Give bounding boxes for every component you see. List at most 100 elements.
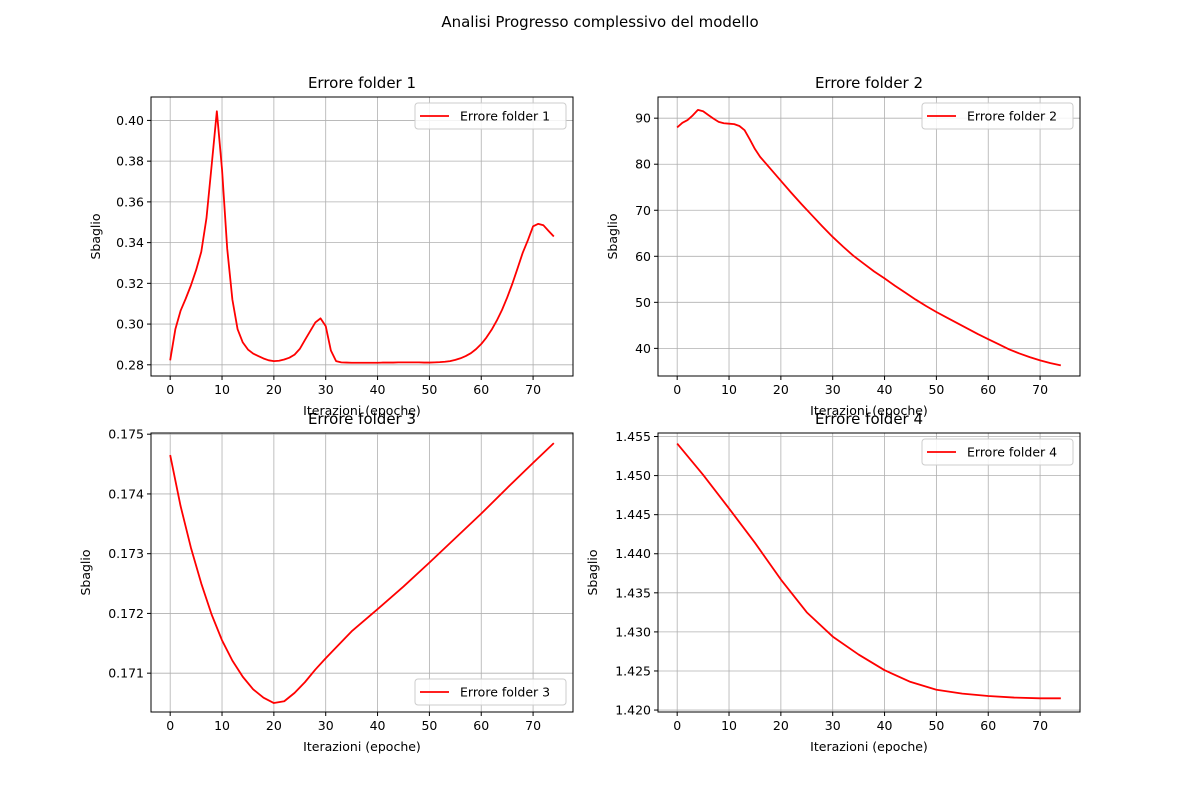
- y-axis-label: Sbaglio: [78, 549, 93, 595]
- x-tick-label: 10: [721, 382, 737, 397]
- x-tick-label: 20: [266, 382, 282, 397]
- legend-label: Errore folder 1: [460, 109, 550, 124]
- x-tick-label: 50: [928, 718, 944, 733]
- subplots: 0 10 20 30 40 50 60 70 0.28 0.30 0.32 0.34 0.36 0.38 0…: [78, 74, 1081, 754]
- x-tick-label: 20: [773, 718, 789, 733]
- y-tick-label: 1.435: [615, 585, 651, 600]
- x-tick-label: 70: [525, 382, 541, 397]
- y-tick-label: 1.425: [615, 663, 651, 678]
- x-tick-label: 60: [473, 382, 489, 397]
- x-tick-label: 0: [673, 382, 681, 397]
- subplot-title: Errore folder 3: [308, 410, 416, 428]
- y-tick-label: 0.28: [116, 357, 144, 372]
- x-tick-label: 70: [1032, 718, 1048, 733]
- x-tick-label: 40: [877, 382, 893, 397]
- y-tick-label: 1.430: [615, 624, 651, 639]
- x-tick-label: 50: [421, 718, 437, 733]
- subplot-title: Errore folder 4: [815, 410, 923, 428]
- y-tick-label: 90: [635, 111, 651, 126]
- x-tick-label: 40: [370, 718, 386, 733]
- y-tick-label: 0.40: [116, 113, 144, 128]
- x-tick-label: 60: [473, 718, 489, 733]
- legend-label: Errore folder 2: [967, 109, 1057, 124]
- y-tick-label: 40: [635, 341, 651, 356]
- x-tick-label: 30: [825, 718, 841, 733]
- axes-frame: [657, 432, 1081, 713]
- x-tick-label: 30: [318, 382, 334, 397]
- subplot-2: 0 10 20 30 40 50 60 70 40 50 60 70 80 90 Errore folder…: [605, 74, 1081, 418]
- legend: Errore folder 2: [921, 102, 1074, 130]
- y-tick-label: 0.32: [116, 276, 144, 291]
- legend: Errore folder 4: [921, 438, 1074, 466]
- x-tick-label: 20: [773, 382, 789, 397]
- legend-box: [414, 678, 567, 706]
- figure-suptitle: Analisi Progresso complessivo del modell…: [441, 13, 758, 31]
- x-axis-label: Iterazioni (epoche): [810, 403, 928, 418]
- legend-box: [921, 102, 1074, 130]
- x-tick-label: 50: [928, 382, 944, 397]
- axes-frame: [150, 96, 574, 377]
- x-tick-label: 70: [525, 718, 541, 733]
- x-tick-label: 60: [980, 382, 996, 397]
- plot-area: [658, 433, 1080, 712]
- series-line-1: [676, 108, 1062, 367]
- y-tick-label: 0.36: [116, 194, 144, 209]
- y-tick-label: 80: [635, 157, 651, 172]
- series-line-1: [169, 110, 555, 364]
- y-tick-label: 0.175: [108, 427, 144, 442]
- x-tick-label: 70: [1032, 382, 1048, 397]
- y-tick-label: 1.445: [615, 507, 651, 522]
- plot-area: [658, 97, 1080, 376]
- y-tick-label: 1.455: [615, 429, 651, 444]
- y-axis-label: Sbaglio: [605, 213, 620, 259]
- series-line-1: [169, 442, 555, 704]
- y-tick-label: 0.172: [108, 606, 144, 621]
- x-axis-label: Iterazioni (epoche): [303, 403, 421, 418]
- y-tick-label: 50: [635, 295, 651, 310]
- x-tick-label: 0: [166, 718, 174, 733]
- y-axis-label: Sbaglio: [88, 213, 103, 259]
- legend-box: [921, 438, 1074, 466]
- y-axis-label: Sbaglio: [585, 549, 600, 595]
- x-axis-label: Iterazioni (epoche): [810, 739, 928, 754]
- x-tick-label: 50: [421, 382, 437, 397]
- x-tick-label: 60: [980, 718, 996, 733]
- y-tick-label: 0.30: [116, 317, 144, 332]
- x-axis-label: Iterazioni (epoche): [303, 739, 421, 754]
- legend-label: Errore folder 3: [460, 685, 550, 700]
- subplot-title: Errore folder 1: [308, 74, 416, 92]
- plot-area: [151, 97, 573, 376]
- y-tick-label: 0.171: [108, 666, 144, 681]
- x-tick-label: 20: [266, 718, 282, 733]
- y-tick-label: 70: [635, 203, 651, 218]
- x-tick-label: 10: [214, 718, 230, 733]
- axes-frame: [150, 432, 574, 713]
- subplot-title: Errore folder 2: [815, 74, 923, 92]
- subplot-3: 0 10 20 30 40 50 60 70 0.171 0.172 0.173 0.174 0.175…: [78, 410, 574, 754]
- x-tick-label: 0: [166, 382, 174, 397]
- legend: Errore folder 3: [414, 678, 567, 706]
- axes-frame: [657, 96, 1081, 377]
- legend-box: [414, 102, 567, 130]
- subplot-1: 0 10 20 30 40 50 60 70 0.28 0.30 0.32 0.34 0.36 0.38 0…: [88, 74, 574, 418]
- y-tick-label: 1.450: [615, 468, 651, 483]
- legend: Errore folder 1: [414, 102, 567, 130]
- y-tick-label: 0.173: [108, 546, 144, 561]
- y-tick-label: 1.440: [615, 546, 651, 561]
- x-tick-label: 10: [721, 718, 737, 733]
- subplot-4: 0 10 20 30 40 50 60 70 1.420 1.425 1.430 1.435 1.440…: [585, 410, 1081, 754]
- y-tick-label: 60: [635, 249, 651, 264]
- x-tick-label: 40: [370, 382, 386, 397]
- y-tick-label: 0.38: [116, 154, 144, 169]
- series-line-1: [676, 442, 1061, 700]
- x-tick-label: 10: [214, 382, 230, 397]
- y-tick-label: 0.174: [108, 486, 144, 501]
- x-tick-label: 0: [673, 718, 681, 733]
- x-tick-label: 30: [318, 718, 334, 733]
- y-tick-label: 1.420: [615, 703, 651, 718]
- y-tick-label: 0.34: [116, 235, 144, 250]
- x-tick-label: 30: [825, 382, 841, 397]
- legend-label: Errore folder 4: [967, 445, 1057, 460]
- x-tick-label: 40: [877, 718, 893, 733]
